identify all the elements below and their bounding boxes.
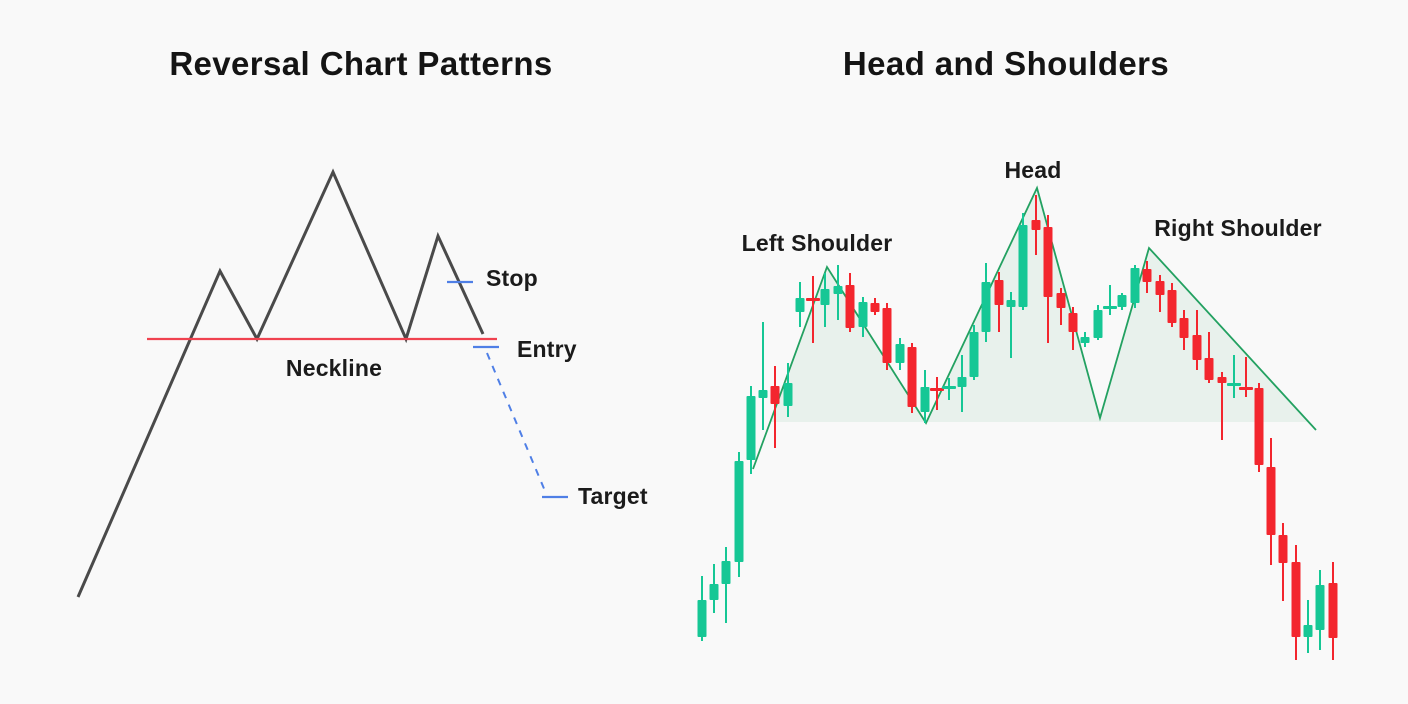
price-pattern-line [76, 168, 485, 598]
candle-body [895, 344, 905, 363]
candle-body [957, 377, 967, 387]
candle-body [1167, 290, 1177, 323]
candle-body [1204, 358, 1214, 380]
candle-body [833, 286, 843, 294]
candle-body [1278, 535, 1288, 563]
neckline-label: Neckline [285, 355, 383, 381]
candle-body [697, 600, 707, 637]
candle-body [1239, 387, 1253, 390]
candle-body [1315, 585, 1325, 630]
right-panel-title: Head and Shoulders [842, 45, 1170, 82]
candle-body [1130, 268, 1140, 303]
left-shoulder-label: Left Shoulder [741, 230, 893, 256]
candle-body [1254, 388, 1264, 465]
candle-body [920, 387, 930, 412]
candle-body [858, 302, 868, 327]
candle-body [746, 396, 756, 460]
candle-body [870, 303, 880, 312]
candle-body [734, 461, 744, 562]
candle-body [1217, 377, 1227, 383]
candle-body [783, 383, 793, 406]
candle-body [1080, 337, 1090, 343]
candle-body [806, 298, 820, 301]
candle-body [721, 561, 731, 584]
head-label: Head [1004, 157, 1062, 183]
candle-body [709, 584, 719, 600]
candle-body [845, 285, 855, 328]
candle-body [1103, 306, 1117, 309]
target-label: Target [578, 483, 648, 509]
left-panel-title: Reversal Chart Patterns [169, 45, 553, 82]
candle-body [930, 388, 944, 391]
candle-body [1018, 225, 1028, 307]
right-shoulder-label: Right Shoulder [1154, 215, 1322, 241]
candle-body [1006, 300, 1016, 307]
candle-body [795, 298, 805, 312]
candle-body [907, 347, 917, 407]
candle-body [994, 280, 1004, 305]
candle-body [1056, 293, 1066, 308]
candle-body [1192, 335, 1202, 360]
candle-body [1227, 383, 1241, 386]
candle-body [1117, 295, 1127, 307]
candle-body [969, 332, 979, 377]
candle-body [981, 282, 991, 332]
candle-body [1043, 227, 1053, 297]
candle-body [1155, 281, 1165, 295]
candle-body [1328, 583, 1338, 638]
candle-body [1031, 220, 1041, 230]
entry-to-target-projection [486, 352, 546, 492]
candle-body [1068, 313, 1078, 332]
candle-body [758, 390, 768, 398]
candle-body [1142, 269, 1152, 282]
candle-body [882, 308, 892, 363]
pattern-trendline [752, 185, 1317, 470]
candle-body [1266, 467, 1276, 535]
pattern-area [770, 188, 1309, 422]
candle-body [820, 289, 830, 305]
candle-body [1093, 310, 1103, 338]
candle-body [942, 386, 956, 389]
candle-body [1291, 562, 1301, 637]
candle-body [770, 386, 780, 404]
entry-label: Entry [517, 336, 577, 362]
candle-body [1303, 625, 1313, 637]
stop-label: Stop [486, 265, 538, 291]
candle-body [1179, 318, 1189, 338]
